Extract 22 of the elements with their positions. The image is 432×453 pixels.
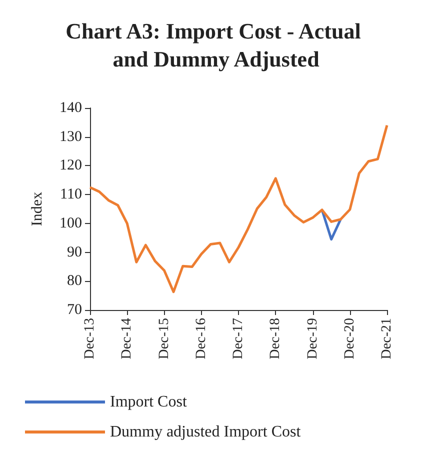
y-tick-label: 140	[60, 100, 82, 116]
y-tick-label: 80	[67, 273, 82, 290]
legend-label: Import Cost	[110, 394, 188, 410]
x-tick-label: Dec-18	[268, 318, 284, 360]
y-tick-label: 90	[67, 244, 82, 260]
y-tick-label: 70	[67, 302, 82, 318]
y-tick-label: 110	[60, 186, 82, 203]
y-axis-title: Index	[30, 191, 46, 226]
chart-title: Chart A3: Import Cost - Actual and Dummy Adjusted	[66, 18, 366, 72]
y-tick-label: 120	[60, 158, 82, 174]
y-tick-label: 130	[60, 128, 82, 145]
x-tick-label: Dec-20	[342, 318, 358, 360]
x-tick-label: Dec-17	[231, 318, 246, 360]
x-tick-label: Dec-14	[120, 318, 135, 360]
x-tick-label: Dec-21	[380, 318, 394, 360]
x-tick-label: Dec-13	[82, 318, 98, 360]
x-tick-label: Dec-15	[156, 318, 172, 360]
x-tick-label: Dec-16	[194, 318, 209, 360]
line-series	[88, 124, 388, 294]
x-tick-label: Dec-19	[305, 318, 320, 360]
y-tick-label: 100	[60, 215, 82, 232]
legend-label: Dummy adjusted Import Cost	[110, 424, 302, 440]
